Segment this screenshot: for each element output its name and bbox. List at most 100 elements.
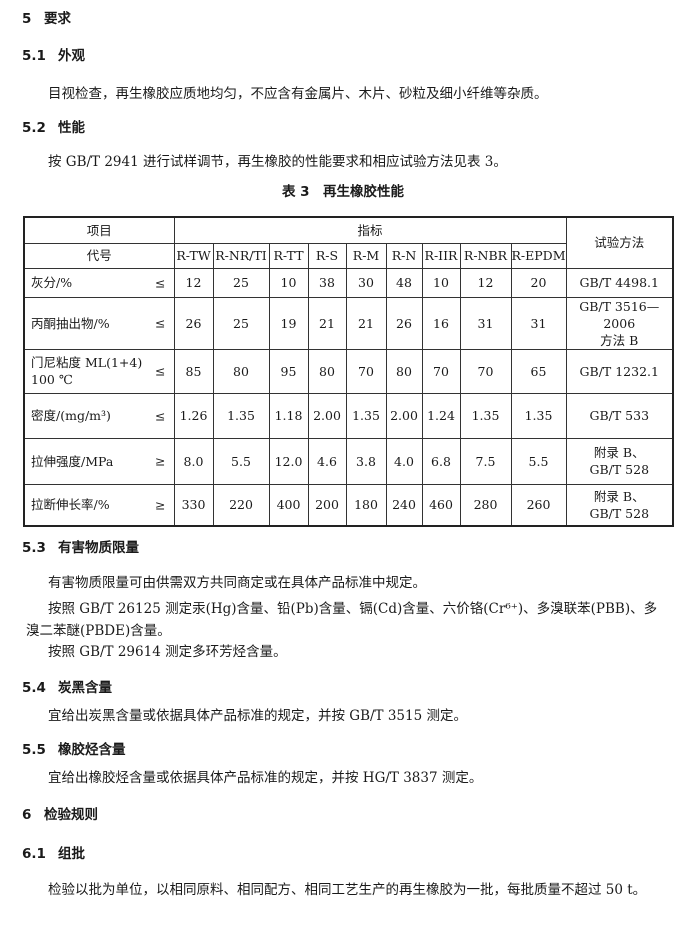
value-cell: 19 [268,296,309,350]
operator: ≤ [155,315,166,331]
value-cell: 1.35 [459,392,512,439]
value-cell: 10 [268,267,309,298]
paragraph: 按 GB/T 2941 进行试样调节，再生橡胶的性能要求和相应试验方法见表 3。 [48,154,507,170]
value-cell: 8.0 [173,437,214,485]
value-cell: 200 [307,483,347,527]
value-cell: 80 [385,348,423,394]
table-row: 拉断伸长率/% ≥330 220 400 200 180 240 460 280 260 附录 B、… [23,483,674,527]
value-cell: 2.00 [307,392,347,439]
value-cell: 460 [421,483,461,527]
value-cell: 26 [173,296,214,350]
paragraph: 溴二苯醚(PBDE)含量。 [26,623,171,639]
heading-5-5: 5.5 橡胶烃含量 [22,742,126,758]
operator: ≥ [155,497,166,513]
value-cell: 31 [459,296,512,350]
table-row: 丙酮抽出物/% ≤26 25 19 21 21 26 16 31 31 GB/T 3516—2006… [23,296,674,350]
value-cell: 280 [459,483,512,527]
value-cell: 70 [345,348,387,394]
value-cell: 16 [421,296,461,350]
value-cell: 70 [421,348,461,394]
value-cell: 26 [385,296,423,350]
paragraph: 目视检查，再生橡胶应质地均匀，不应含有金属片、木片、砂粒及细小纤维等杂质。 [48,86,548,102]
value-cell: 3.8 [345,437,387,485]
method-cell: 附录 B、 GB/T 528 [565,437,674,485]
value-cell: 400 [268,483,309,527]
row-label: 密度/(mg/m³) ≤ [23,392,175,439]
header-method: 试验方法 [565,216,674,269]
value-cell: 5.5 [212,437,270,485]
operator: ≤ [155,408,166,423]
operator: ≤ [155,275,166,290]
code-cell: R-IIR [421,242,461,269]
code-cell: R-M [345,242,387,269]
value-cell: 80 [212,348,270,394]
row-label: 丙酮抽出物/% ≤ [23,296,175,350]
row-label: 拉断伸长率/% ≥ [23,483,175,527]
performance-table: 项目 指标 试验方法 代号 R-TW R-NR/TI R-TT R-S R-M R-N R-… [23,216,674,527]
value-cell: 330 [173,483,214,527]
code-cell: R-TW [173,242,214,269]
header-index: 指标 [173,216,567,244]
heading-5-3: 5.3 有害物质限量 [22,540,139,556]
value-cell: 25 [212,296,270,350]
code-cell: R-S [307,242,347,269]
code-cell: R-TT [268,242,309,269]
value-cell: 30 [345,267,387,298]
method-cell: GB/T 1232.1 [565,348,674,394]
value-cell: 4.0 [385,437,423,485]
code-cell: R-NBR [459,242,512,269]
value-cell: 12 [459,267,512,298]
paragraph: 有害物质限量可由供需双方共同商定或在具体产品标准中规定。 [48,575,426,591]
value-cell: 21 [345,296,387,350]
table-row: 门尼粘度 ML(1+4) 100 ℃ ≤85 80 95 80 70 80 70 70 65 GB/T… [23,348,674,394]
code-cell: R-EPDM [510,242,567,269]
paragraph: 宜给出橡胶烃含量或依据具体产品标准的规定，并按 HG/T 3837 测定。 [48,770,483,786]
value-cell: 2.00 [385,392,423,439]
row-label: 拉伸强度/MPa ≥ [23,437,175,485]
value-cell: 70 [459,348,512,394]
value-cell: 7.5 [459,437,512,485]
value-cell: 6.8 [421,437,461,485]
method-cell: 附录 B、 GB/T 528 [565,483,674,527]
value-cell: 95 [268,348,309,394]
paragraph: 按照 GB/T 26125 测定汞(Hg)含量、铅(Pb)含量、镉(Cd)含量、… [48,601,658,617]
value-cell: 220 [212,483,270,527]
value-cell: 21 [307,296,347,350]
table-row: 灰分/% ≤12 25 10 38 30 48 10 12 20 GB/T 4498.1 [23,267,674,298]
value-cell: 38 [307,267,347,298]
method-cell: GB/T 4498.1 [565,267,674,298]
value-cell: 80 [307,348,347,394]
value-cell: 25 [212,267,270,298]
value-cell: 240 [385,483,423,527]
value-cell: 1.35 [345,392,387,439]
value-cell: 180 [345,483,387,527]
header-item: 项目 [23,216,175,244]
value-cell: 1.24 [421,392,461,439]
value-cell: 5.5 [510,437,567,485]
table-row: 密度/(mg/m³) ≤1.26 1.35 1.18 2.00 1.35 2.00 1.24 1… [23,392,674,439]
value-cell: 10 [421,267,461,298]
value-cell: 12.0 [268,437,309,485]
value-cell: 4.6 [307,437,347,485]
paragraph: 按照 GB/T 29614 测定多环芳烃含量。 [48,644,287,660]
paragraph: 检验以批为单位，以相同原料、相同配方、相同工艺生产的再生橡胶为一批，每批质量不超… [48,882,647,898]
heading-6: 6 检验规则 [22,807,98,823]
table-row: 拉伸强度/MPa ≥8.0 5.5 12.0 4.6 3.8 4.0 6.8 7.5 5.5 附录 … [23,437,674,485]
heading-5-1: 5.1 外观 [22,48,85,64]
value-cell: 65 [510,348,567,394]
value-cell: 12 [173,267,214,298]
value-cell: 260 [510,483,567,527]
value-cell: 48 [385,267,423,298]
value-cell: 1.35 [212,392,270,439]
code-cell: R-NR/TI [212,242,270,269]
value-cell: 85 [173,348,214,394]
heading-5-2: 5.2 性能 [22,120,85,136]
row-label: 门尼粘度 ML(1+4) 100 ℃ ≤ [23,348,175,394]
value-cell: 1.18 [268,392,309,439]
heading-6-1: 6.1 组批 [22,846,85,862]
value-cell: 1.26 [173,392,214,439]
code-cell: R-N [385,242,423,269]
value-cell: 31 [510,296,567,350]
row-label: 灰分/% ≤ [23,267,175,298]
